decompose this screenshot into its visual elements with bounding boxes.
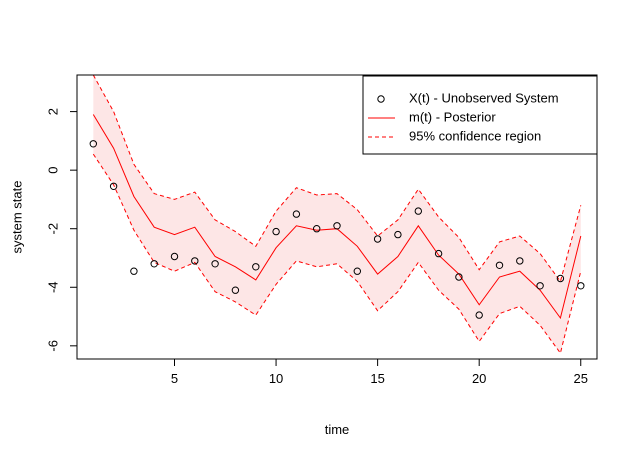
observed-point <box>394 230 402 239</box>
y-tick-label: 0 <box>45 167 60 174</box>
y-tick-label: -2 <box>45 223 60 235</box>
x-axis-label: time <box>325 422 350 437</box>
observed-point <box>170 252 179 261</box>
observed-point <box>231 286 240 294</box>
observed-point <box>313 225 321 233</box>
observed-points-layer <box>89 140 585 319</box>
x-axis: 5 10 15 20 25 <box>171 358 588 386</box>
legend-marker-observed <box>377 95 385 103</box>
legend-label: 95% confidence region <box>409 128 541 143</box>
confidence-band-fill <box>93 75 581 354</box>
observed-point <box>333 222 341 230</box>
y-axis-label: system state <box>9 181 24 254</box>
observed-point <box>272 227 280 236</box>
legend-label: X(t) - Unobserved System <box>409 90 559 105</box>
observed-point <box>252 263 260 271</box>
y-tick-label: 2 <box>45 108 60 115</box>
observed-point <box>556 274 565 283</box>
observed-point <box>516 257 524 265</box>
upper-confidence-line <box>92 74 582 283</box>
observed-point <box>211 260 219 268</box>
x-tick-label: 20 <box>472 371 486 386</box>
observed-point <box>353 267 361 275</box>
observed-point <box>191 257 199 265</box>
y-axis: -6 -4 -2 0 2 <box>45 108 78 352</box>
observed-point <box>536 282 544 290</box>
observed-point <box>455 273 463 281</box>
y-tick-label: -4 <box>45 281 60 293</box>
x-tick-label: 15 <box>370 371 384 386</box>
observed-point <box>150 260 158 268</box>
observed-point <box>495 261 504 269</box>
confidence-band-layer <box>93 75 581 354</box>
x-tick-label: 5 <box>171 371 178 386</box>
observed-point <box>130 267 138 275</box>
observed-point <box>109 182 118 191</box>
x-tick-label: 25 <box>574 371 588 386</box>
observed-point <box>89 140 98 148</box>
legend: X(t) - Unobserved System m(t) - Posterior… <box>362 75 598 155</box>
legend-items: X(t) - Unobserved System m(t) - Posterior… <box>368 90 559 143</box>
observed-point <box>373 235 382 243</box>
legend-label: m(t) - Posterior <box>409 109 496 124</box>
x-tick-label: 10 <box>269 371 283 386</box>
observed-point <box>434 249 443 258</box>
y-tick-label: -6 <box>45 340 60 352</box>
observed-point <box>475 311 483 319</box>
legend-box <box>362 75 598 155</box>
observed-point <box>577 282 585 290</box>
observed-point <box>414 207 422 215</box>
observed-point <box>292 210 301 218</box>
